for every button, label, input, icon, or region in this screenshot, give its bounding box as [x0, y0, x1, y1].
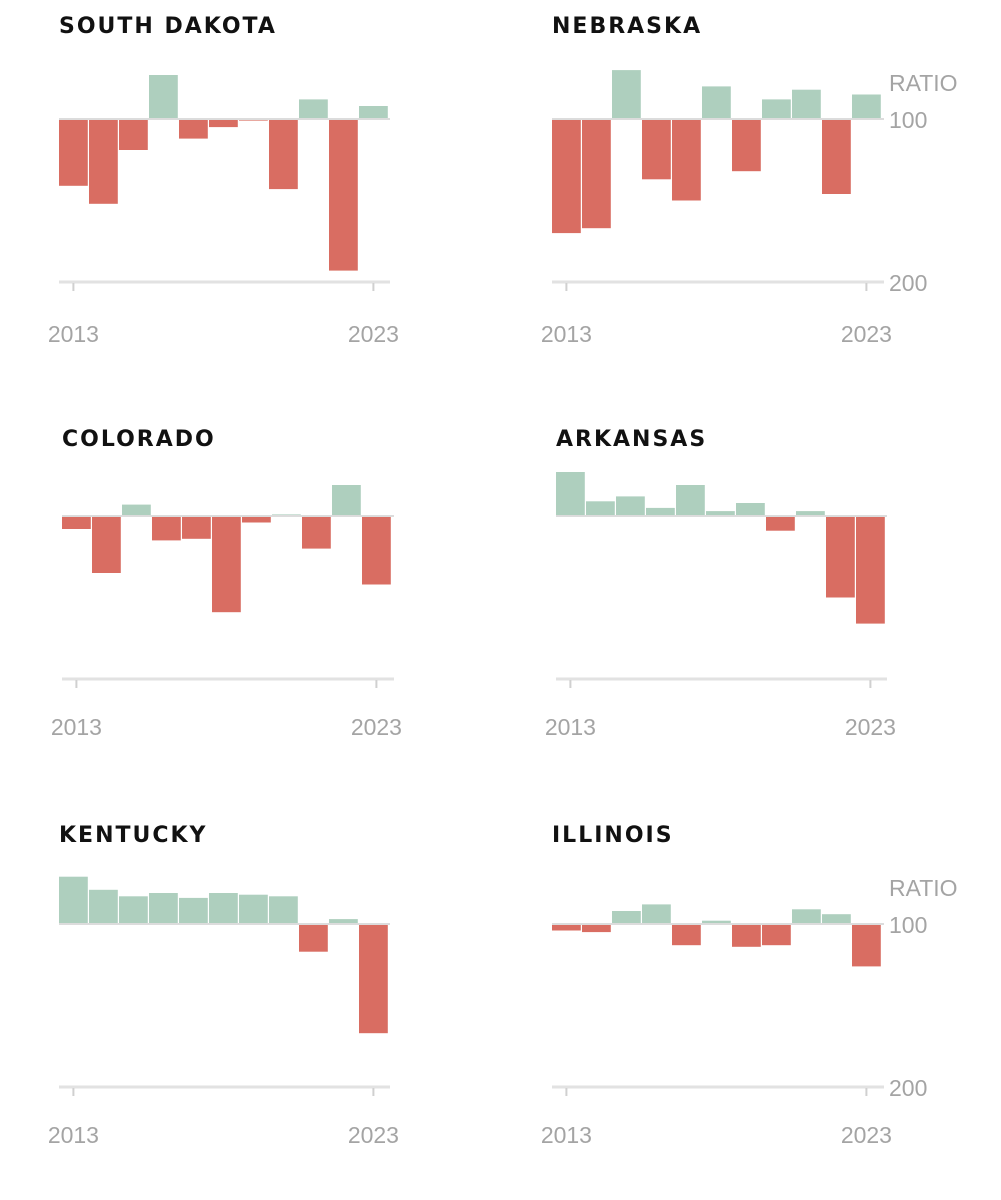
panel-colorado: COLORADO 2013 2023	[51, 427, 402, 740]
panel-kentucky: KENTUCKY 2013 2023	[48, 823, 399, 1148]
panel-nebraska: NEBRASKA 2013 2023 RATIO 100 200	[541, 14, 958, 347]
panel-title: ARKANSAS	[556, 427, 707, 452]
bar-2017	[676, 485, 705, 516]
bar-2017	[179, 119, 208, 139]
bar-2017	[672, 924, 701, 946]
x-tick-label-2013: 2013	[541, 321, 592, 347]
bar-2013	[556, 472, 585, 516]
bar-2022	[822, 119, 851, 194]
x-tick-label-2023: 2023	[348, 321, 399, 347]
bar-2017	[182, 516, 211, 539]
x-tick-label-2013: 2013	[48, 321, 99, 347]
panel-title: SOUTH DAKOTA	[59, 14, 277, 39]
y-tick-label-baseline: 100	[889, 107, 927, 133]
bar-2014	[89, 119, 118, 204]
x-tick-label-2023: 2023	[845, 714, 896, 740]
bar-2023	[852, 924, 881, 967]
x-tick-label-2023: 2023	[841, 321, 892, 347]
bar-2015	[612, 911, 641, 924]
bar-2015	[119, 119, 148, 150]
bar-2022	[329, 919, 358, 924]
bar-2023	[359, 924, 388, 1034]
bar-2014	[582, 924, 611, 933]
bar-2014	[586, 501, 615, 516]
bar-2021	[299, 99, 328, 119]
panel-arkansas: ARKANSAS 2013 2023	[545, 427, 896, 740]
x-tick-label-2023: 2023	[348, 1122, 399, 1148]
bar-2016	[642, 119, 671, 180]
bar-2018	[702, 920, 731, 924]
panel-title: NEBRASKA	[552, 14, 702, 39]
bar-2021	[792, 909, 821, 924]
bar-2020	[762, 99, 791, 119]
bar-2020	[269, 896, 298, 924]
ratio-axis-label: RATIO	[889, 70, 958, 96]
bar-2016	[149, 75, 178, 119]
bar-2013	[62, 516, 91, 529]
panel-title: COLORADO	[62, 427, 216, 452]
bar-2020	[766, 516, 795, 531]
bar-2021	[792, 89, 821, 119]
bar-2013	[59, 876, 88, 924]
y-tick-label-floor: 200	[889, 270, 927, 296]
panel-title: KENTUCKY	[59, 823, 207, 848]
bar-2016	[152, 516, 181, 541]
bar-2014	[582, 119, 611, 229]
x-tick-label-2013: 2013	[48, 1122, 99, 1148]
x-tick-label-2013: 2013	[51, 714, 102, 740]
bar-2013	[552, 924, 581, 931]
bar-2022	[332, 485, 361, 516]
bar-2014	[92, 516, 121, 573]
y-tick-label-floor: 200	[889, 1075, 927, 1101]
bar-2016	[646, 507, 675, 516]
bar-2016	[642, 904, 671, 924]
bar-2021	[302, 516, 331, 549]
bar-2019	[732, 924, 761, 947]
bar-2016	[149, 893, 178, 924]
bar-2019	[239, 894, 268, 924]
bar-2015	[119, 896, 148, 924]
panel-title: ILLINOIS	[552, 823, 674, 848]
bar-2023	[852, 94, 881, 119]
bar-2017	[672, 119, 701, 201]
bar-2018	[209, 893, 238, 924]
x-tick-label-2013: 2013	[541, 1122, 592, 1148]
bar-2019	[732, 119, 761, 172]
ratio-axis-label: RATIO	[889, 875, 958, 901]
panel-south-dakota: SOUTH DAKOTA 2013 2023	[48, 14, 399, 347]
panel-illinois: ILLINOIS 2013 2023 RATIO 100 200	[541, 823, 958, 1148]
bar-2023	[856, 516, 885, 624]
bar-2015	[612, 70, 641, 119]
bar-2020	[762, 924, 791, 946]
y-tick-label-baseline: 100	[889, 912, 927, 938]
bar-2013	[552, 119, 581, 234]
x-tick-label-2013: 2013	[545, 714, 596, 740]
bar-2019	[242, 516, 271, 523]
bar-2019	[736, 503, 765, 516]
bar-2020	[269, 119, 298, 190]
bar-2022	[822, 914, 851, 924]
bar-2018	[706, 511, 735, 516]
bar-2017	[179, 897, 208, 924]
bar-2022	[826, 516, 855, 598]
x-tick-label-2023: 2023	[841, 1122, 892, 1148]
bar-2018	[702, 86, 731, 119]
bar-2023	[359, 106, 388, 119]
bar-2014	[89, 889, 118, 924]
x-tick-label-2023: 2023	[351, 714, 402, 740]
bar-2021	[299, 924, 328, 952]
bar-2015	[122, 504, 151, 516]
bar-2022	[329, 119, 358, 271]
bar-2021	[796, 511, 825, 516]
bar-2023	[362, 516, 391, 585]
bar-2018	[212, 516, 241, 613]
bar-2018	[209, 119, 238, 128]
bar-2013	[59, 119, 88, 186]
bar-2015	[616, 496, 645, 516]
